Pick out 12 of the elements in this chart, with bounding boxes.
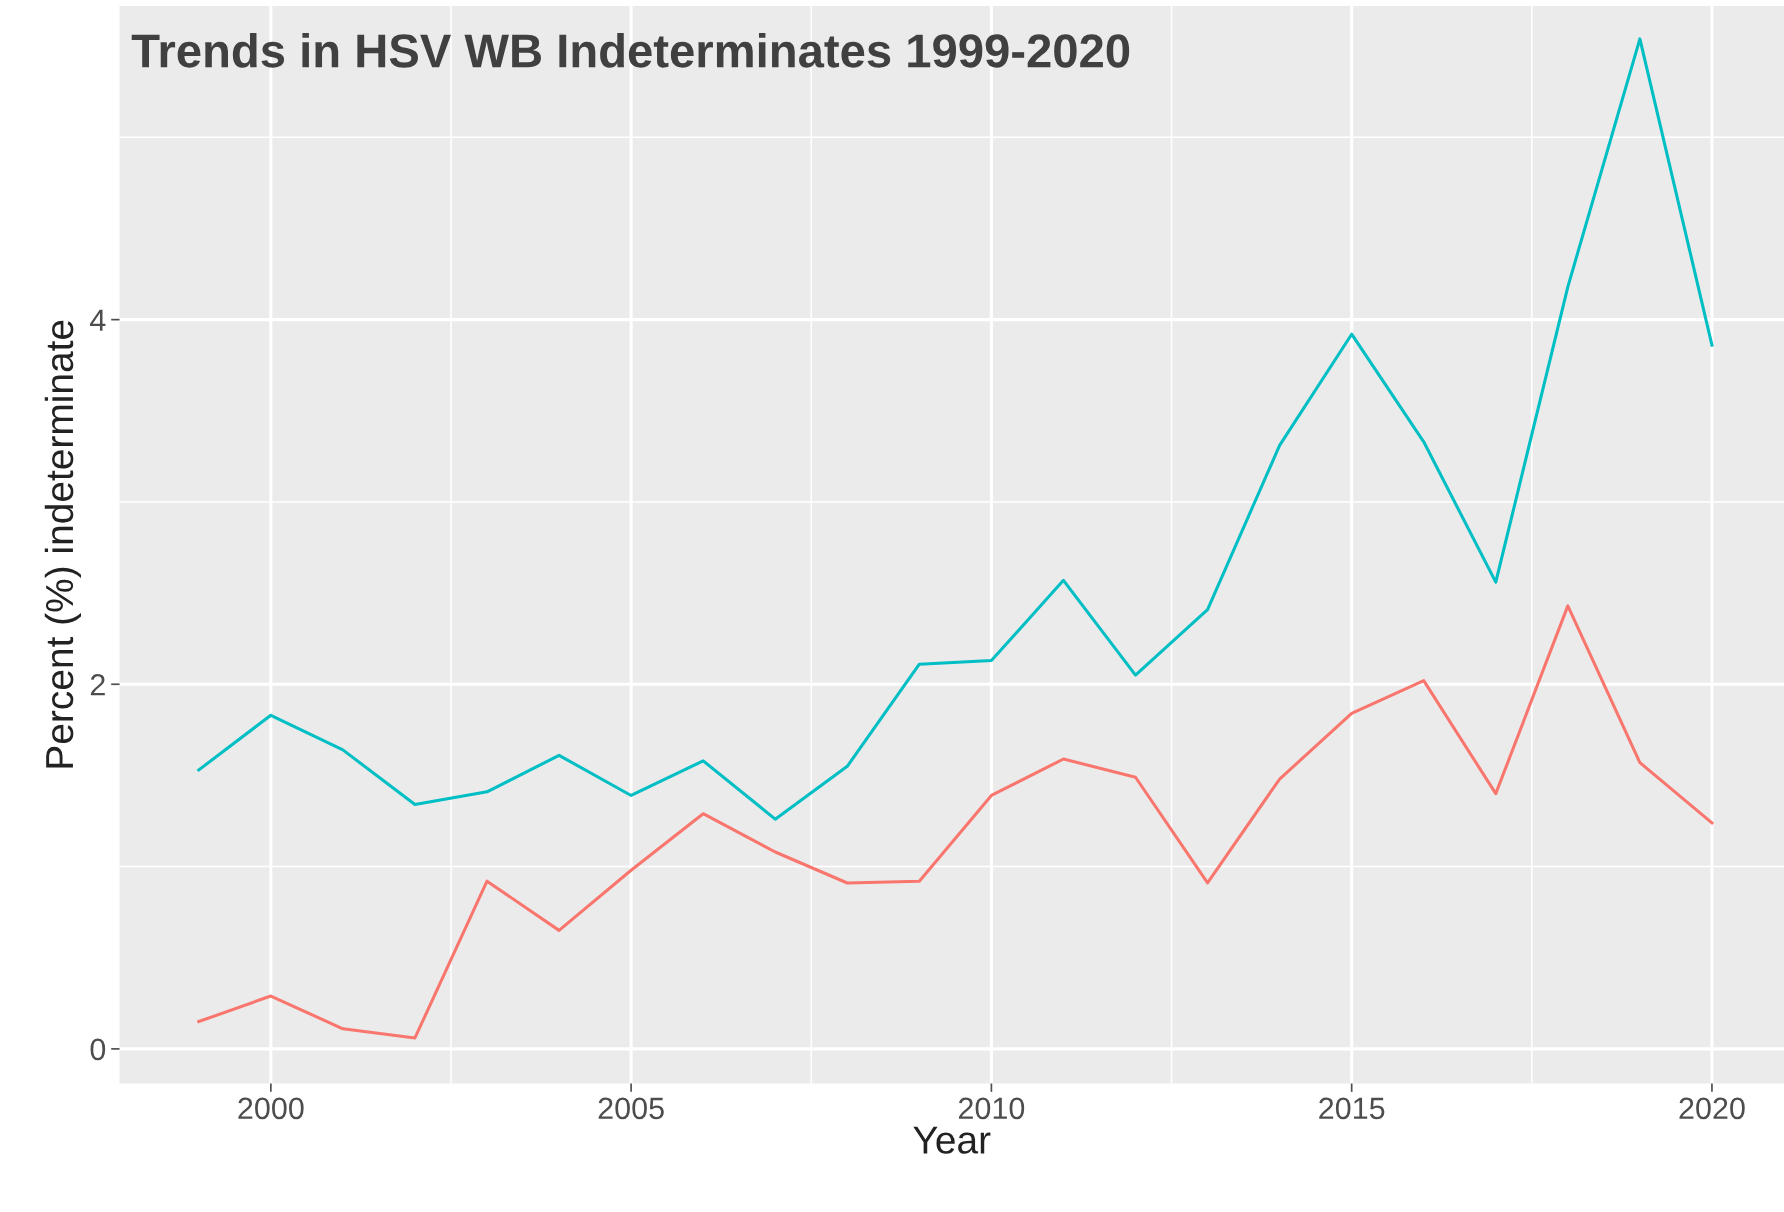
line-series	[197, 604, 1714, 1040]
x-tick-label: 2000	[238, 1097, 304, 1120]
x-axis-title: Year	[913, 1126, 991, 1154]
x-tick-label: 2020	[1679, 1097, 1745, 1120]
y-tick-label: 2	[90, 674, 105, 696]
y-tick-label: 0	[90, 1038, 106, 1061]
x-tick-label: 2015	[1319, 1097, 1385, 1120]
x-tick-label: 2010	[958, 1097, 1025, 1120]
y-axis-title: Percent (%) indeterminate	[44, 320, 81, 768]
y-tick-label: 4	[90, 309, 106, 331]
x-tick-label: 2005	[598, 1097, 664, 1120]
chart-title: Trends in HSV WB Indeterminates 1999-2020	[131, 33, 1130, 68]
